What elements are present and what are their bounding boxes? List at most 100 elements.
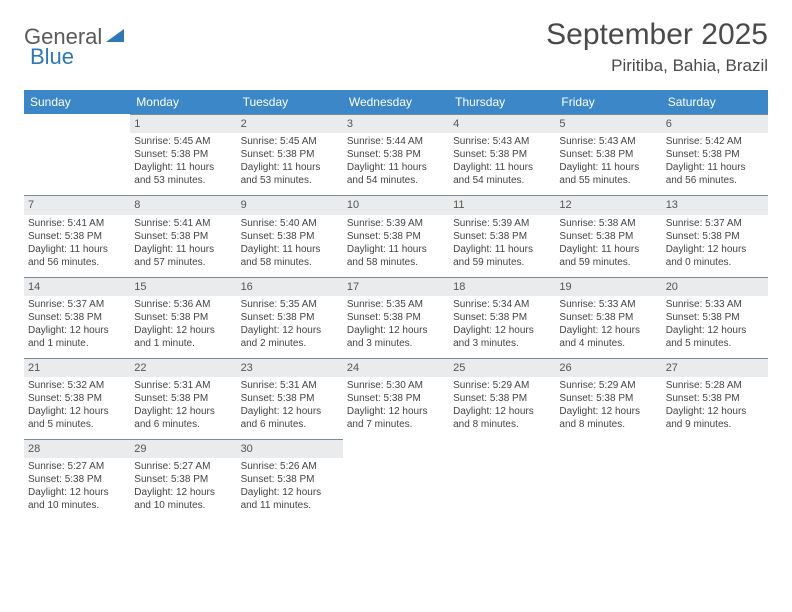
day-number: 4 [449, 114, 555, 133]
day-body: Sunrise: 5:33 AMSunset: 5:38 PMDaylight:… [662, 296, 768, 356]
sunset-line: Sunset: 5:38 PM [241, 311, 339, 324]
sunset-line: Sunset: 5:38 PM [666, 230, 764, 243]
day-header: Monday [130, 90, 236, 114]
day-body: Sunrise: 5:45 AMSunset: 5:38 PMDaylight:… [237, 133, 343, 193]
sunset-line: Sunset: 5:38 PM [241, 230, 339, 243]
daylight-line-1: Daylight: 11 hours [453, 243, 551, 256]
day-number: 5 [555, 114, 661, 133]
day-body: Sunrise: 5:38 AMSunset: 5:38 PMDaylight:… [555, 215, 661, 275]
sunset-line: Sunset: 5:38 PM [241, 148, 339, 161]
day-body: Sunrise: 5:28 AMSunset: 5:38 PMDaylight:… [662, 377, 768, 437]
daylight-line-1: Daylight: 12 hours [241, 486, 339, 499]
day-body: Sunrise: 5:29 AMSunset: 5:38 PMDaylight:… [449, 377, 555, 437]
daylight-line-2: and 57 minutes. [134, 256, 232, 269]
calendar-page: General September 2025 Piritiba, Bahia, … [0, 0, 792, 538]
day-body: Sunrise: 5:29 AMSunset: 5:38 PMDaylight:… [555, 377, 661, 437]
daylight-line-1: Daylight: 11 hours [134, 161, 232, 174]
day-body: Sunrise: 5:39 AMSunset: 5:38 PMDaylight:… [449, 215, 555, 275]
daylight-line-1: Daylight: 12 hours [28, 405, 126, 418]
day-number: 2 [237, 114, 343, 133]
sunset-line: Sunset: 5:38 PM [134, 230, 232, 243]
daylight-line-2: and 5 minutes. [666, 337, 764, 350]
daylight-line-2: and 10 minutes. [134, 499, 232, 512]
sunset-line: Sunset: 5:38 PM [347, 311, 445, 324]
day-body: Sunrise: 5:35 AMSunset: 5:38 PMDaylight:… [343, 296, 449, 356]
day-number: 3 [343, 114, 449, 133]
day-number: 23 [237, 358, 343, 377]
daylight-line-1: Daylight: 12 hours [28, 324, 126, 337]
day-number: 29 [130, 439, 236, 458]
empty-cell [449, 439, 555, 518]
daylight-line-2: and 11 minutes. [241, 499, 339, 512]
day-cell: 4Sunrise: 5:43 AMSunset: 5:38 PMDaylight… [449, 114, 555, 193]
day-cell: 22Sunrise: 5:31 AMSunset: 5:38 PMDayligh… [130, 358, 236, 437]
day-cell: 8Sunrise: 5:41 AMSunset: 5:38 PMDaylight… [130, 195, 236, 274]
sunrise-line: Sunrise: 5:27 AM [134, 460, 232, 473]
sunrise-line: Sunrise: 5:36 AM [134, 298, 232, 311]
sunset-line: Sunset: 5:38 PM [453, 392, 551, 405]
day-number: 14 [24, 277, 130, 296]
week-row: 28Sunrise: 5:27 AMSunset: 5:38 PMDayligh… [24, 439, 768, 518]
daylight-line-2: and 53 minutes. [134, 174, 232, 187]
day-number: 15 [130, 277, 236, 296]
sunrise-line: Sunrise: 5:33 AM [666, 298, 764, 311]
day-body: Sunrise: 5:27 AMSunset: 5:38 PMDaylight:… [130, 458, 236, 518]
sunrise-line: Sunrise: 5:38 AM [559, 217, 657, 230]
daylight-line-2: and 5 minutes. [28, 418, 126, 431]
sunrise-line: Sunrise: 5:41 AM [28, 217, 126, 230]
empty-cell [555, 439, 661, 518]
day-cell: 25Sunrise: 5:29 AMSunset: 5:38 PMDayligh… [449, 358, 555, 437]
daylight-line-1: Daylight: 12 hours [134, 324, 232, 337]
day-number: 28 [24, 439, 130, 458]
sunrise-line: Sunrise: 5:31 AM [134, 379, 232, 392]
daylight-line-1: Daylight: 12 hours [559, 324, 657, 337]
daylight-line-2: and 8 minutes. [559, 418, 657, 431]
daylight-line-1: Daylight: 12 hours [666, 243, 764, 256]
daylight-line-1: Daylight: 12 hours [347, 324, 445, 337]
day-body: Sunrise: 5:36 AMSunset: 5:38 PMDaylight:… [130, 296, 236, 356]
day-cell: 16Sunrise: 5:35 AMSunset: 5:38 PMDayligh… [237, 277, 343, 356]
day-cell: 11Sunrise: 5:39 AMSunset: 5:38 PMDayligh… [449, 195, 555, 274]
sunrise-line: Sunrise: 5:45 AM [241, 135, 339, 148]
day-cell: 21Sunrise: 5:32 AMSunset: 5:38 PMDayligh… [24, 358, 130, 437]
day-header: Thursday [449, 90, 555, 114]
sunset-line: Sunset: 5:38 PM [666, 392, 764, 405]
day-cell: 27Sunrise: 5:28 AMSunset: 5:38 PMDayligh… [662, 358, 768, 437]
day-body: Sunrise: 5:45 AMSunset: 5:38 PMDaylight:… [130, 133, 236, 193]
day-number: 21 [24, 358, 130, 377]
day-body: Sunrise: 5:43 AMSunset: 5:38 PMDaylight:… [555, 133, 661, 193]
sunrise-line: Sunrise: 5:39 AM [453, 217, 551, 230]
sunset-line: Sunset: 5:38 PM [666, 311, 764, 324]
sunrise-line: Sunrise: 5:37 AM [666, 217, 764, 230]
day-number: 22 [130, 358, 236, 377]
daylight-line-2: and 58 minutes. [347, 256, 445, 269]
sunset-line: Sunset: 5:38 PM [241, 392, 339, 405]
daylight-line-2: and 6 minutes. [241, 418, 339, 431]
day-number: 27 [662, 358, 768, 377]
week-row: 1Sunrise: 5:45 AMSunset: 5:38 PMDaylight… [24, 114, 768, 193]
day-number: 20 [662, 277, 768, 296]
day-number: 6 [662, 114, 768, 133]
day-cell: 20Sunrise: 5:33 AMSunset: 5:38 PMDayligh… [662, 277, 768, 356]
daylight-line-2: and 1 minute. [134, 337, 232, 350]
day-body: Sunrise: 5:37 AMSunset: 5:38 PMDaylight:… [662, 215, 768, 275]
day-cell: 5Sunrise: 5:43 AMSunset: 5:38 PMDaylight… [555, 114, 661, 193]
title-block: September 2025 Piritiba, Bahia, Brazil [546, 18, 768, 76]
day-number: 10 [343, 195, 449, 214]
day-header: Wednesday [343, 90, 449, 114]
sunrise-line: Sunrise: 5:35 AM [241, 298, 339, 311]
daylight-line-2: and 4 minutes. [559, 337, 657, 350]
day-body: Sunrise: 5:31 AMSunset: 5:38 PMDaylight:… [130, 377, 236, 437]
day-body: Sunrise: 5:33 AMSunset: 5:38 PMDaylight:… [555, 296, 661, 356]
sunrise-line: Sunrise: 5:27 AM [28, 460, 126, 473]
day-number: 8 [130, 195, 236, 214]
location: Piritiba, Bahia, Brazil [546, 56, 768, 76]
daylight-line-2: and 3 minutes. [347, 337, 445, 350]
day-cell: 15Sunrise: 5:36 AMSunset: 5:38 PMDayligh… [130, 277, 236, 356]
daylight-line-1: Daylight: 12 hours [666, 324, 764, 337]
day-cell: 29Sunrise: 5:27 AMSunset: 5:38 PMDayligh… [130, 439, 236, 518]
daylight-line-2: and 59 minutes. [453, 256, 551, 269]
day-number: 1 [130, 114, 236, 133]
daylight-line-1: Daylight: 11 hours [28, 243, 126, 256]
daylight-line-2: and 0 minutes. [666, 256, 764, 269]
